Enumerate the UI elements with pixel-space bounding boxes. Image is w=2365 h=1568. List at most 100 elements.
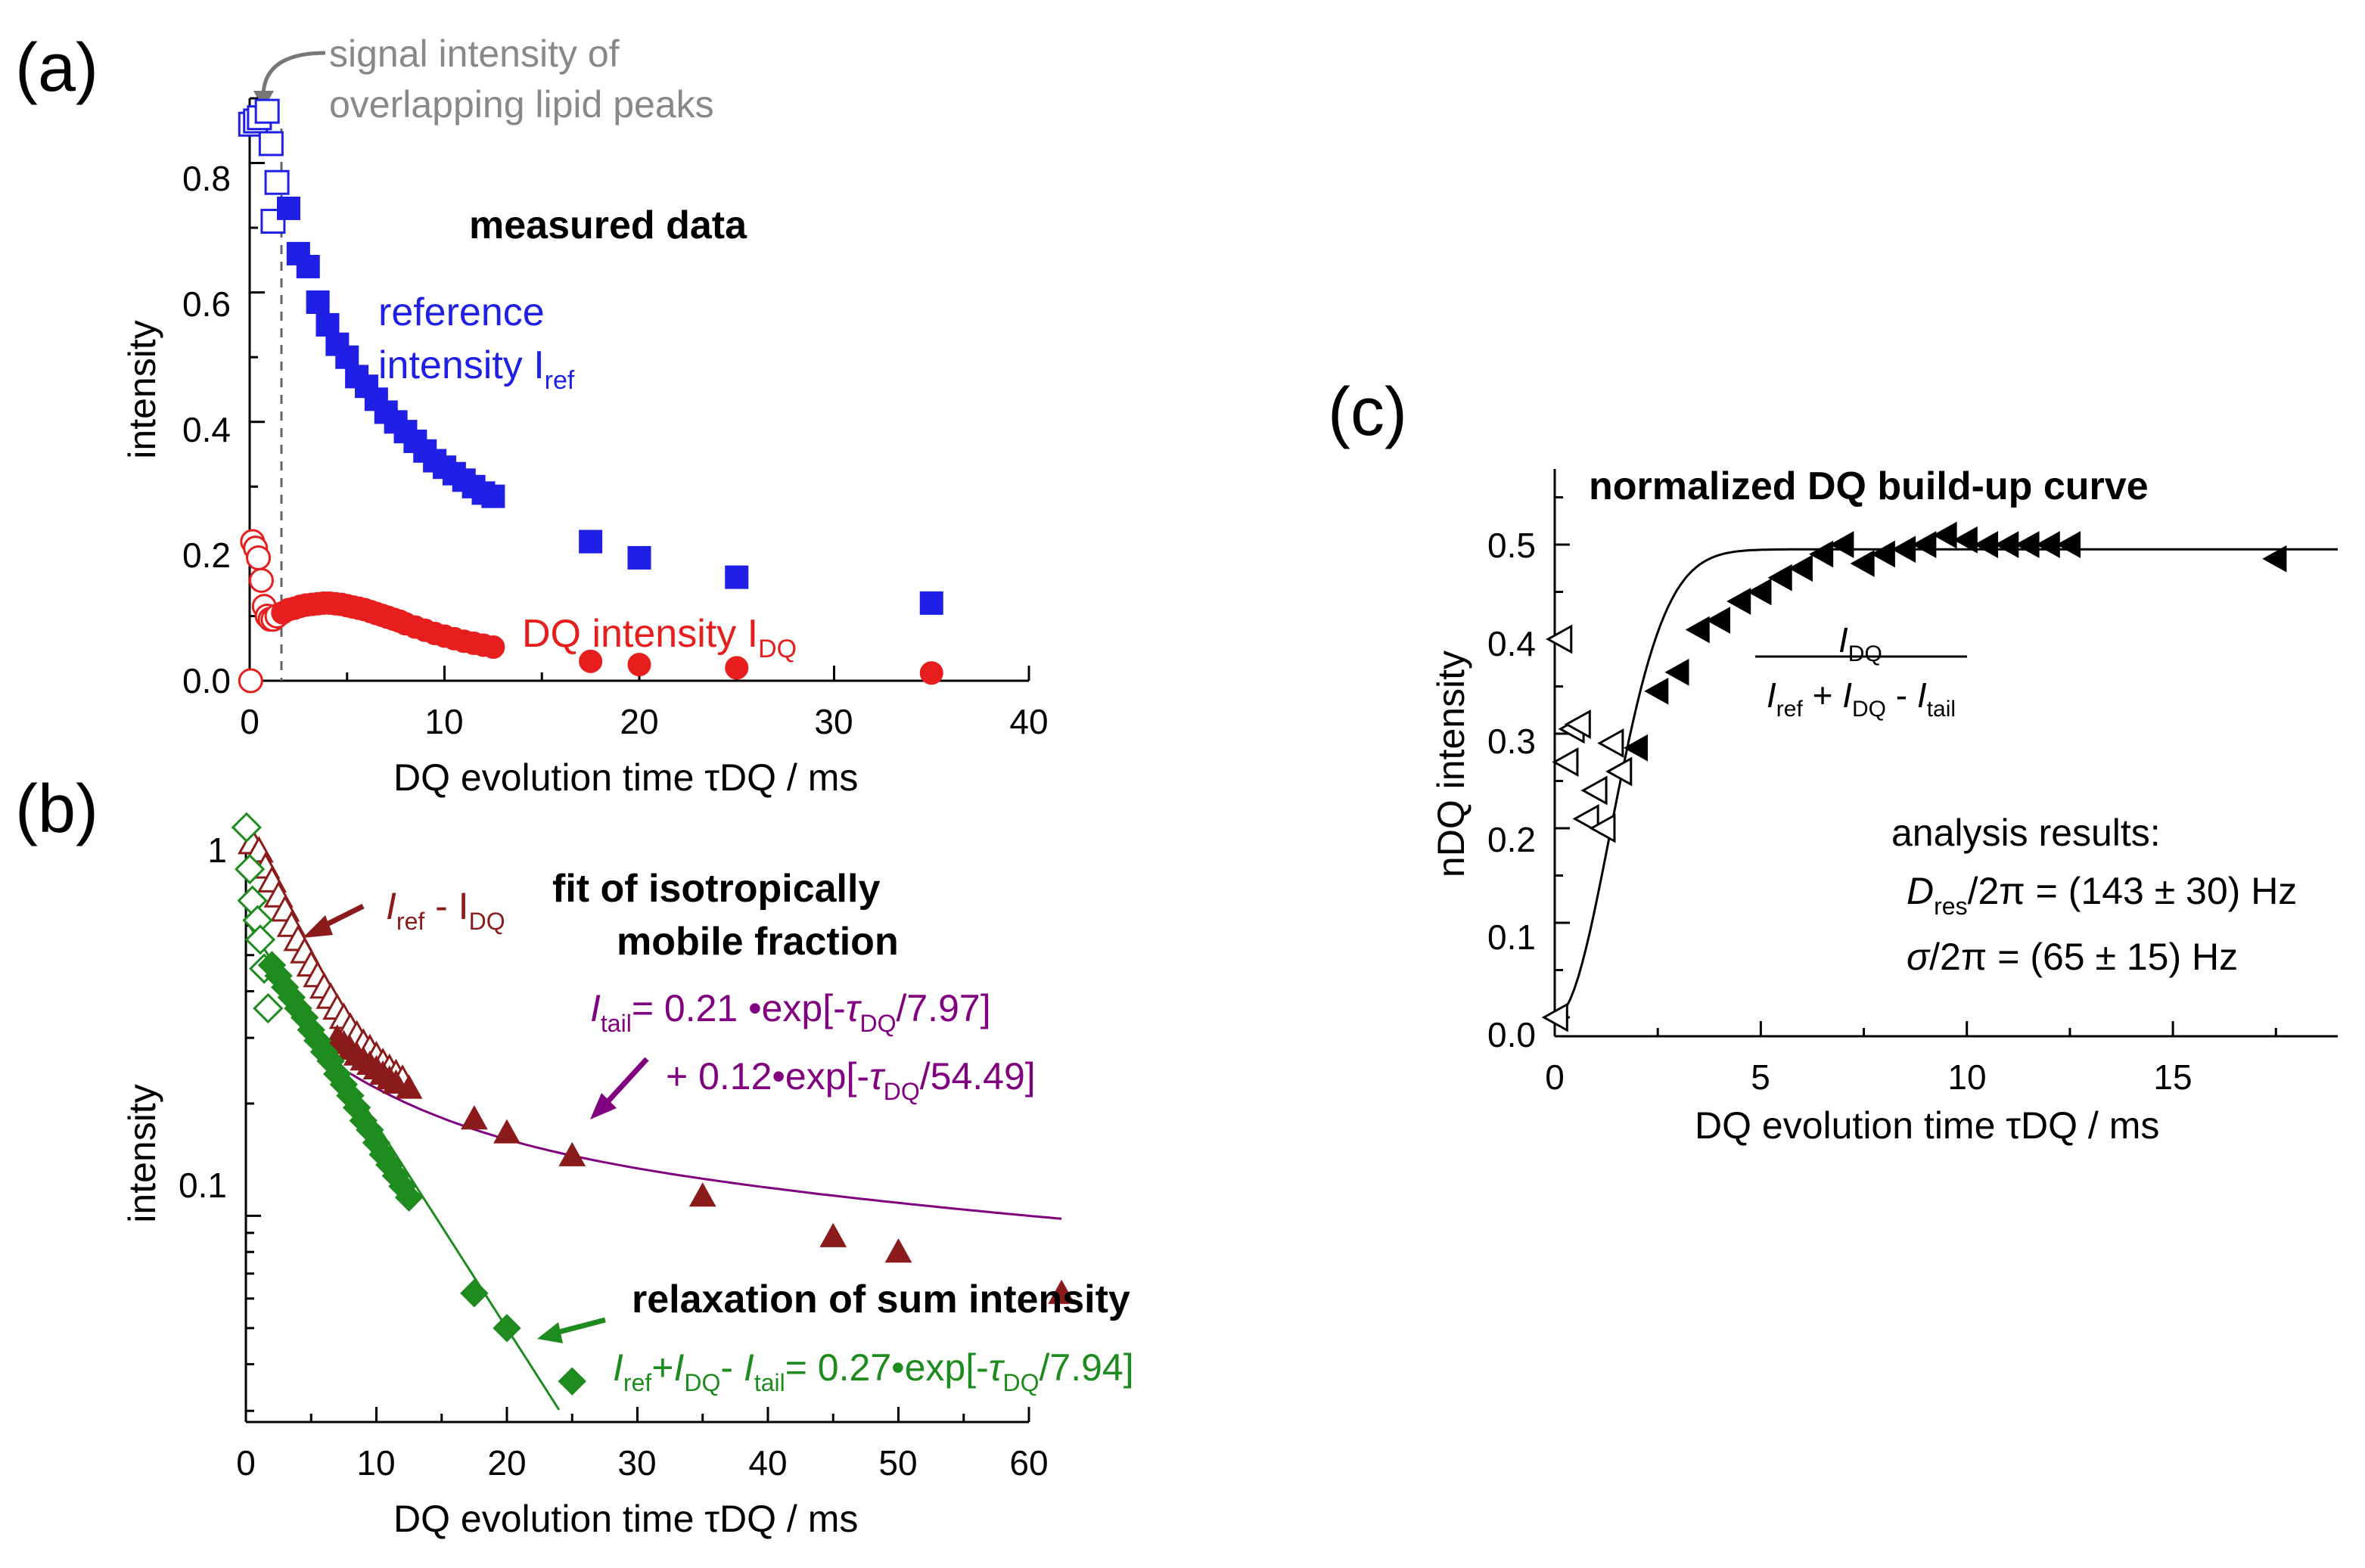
- panel-a-ytick-0.2: 0.2: [182, 536, 231, 575]
- panel-b-diff-label: Iref - IDQ: [386, 885, 505, 935]
- panel-c-xlabel: DQ evolution time τDQ / ms: [1695, 1104, 2159, 1147]
- panel-b-point-s1: [493, 1119, 521, 1144]
- panel-c-point-s0: [1589, 813, 1616, 843]
- panel-b-sum-eq: Iref+IDQ- Itail= 0.27•exp[-τDQ/7.94]: [613, 1346, 1134, 1396]
- panel-a-ref-line1: reference: [378, 290, 545, 334]
- panel-b-point-s3: [493, 1314, 521, 1343]
- panel-a-point-s3: [725, 656, 749, 680]
- panel-c-ylabel: nDQ intensity: [1430, 650, 1472, 877]
- panel-a-point-s1: [296, 254, 320, 278]
- panel-a-point-s3: [627, 653, 651, 677]
- panel-a-xtick-20: 20: [620, 702, 658, 741]
- panel-b-label: (b): [15, 772, 98, 847]
- panel-b-point-s1: [1048, 1279, 1075, 1304]
- panel-a-xtick-0: 0: [240, 702, 259, 741]
- panel-a-dq-label: DQ intensity IDQ: [522, 612, 797, 663]
- panel-a-point-s1: [277, 196, 300, 220]
- panel-a-note-line2: overlapping lipid peaks: [329, 83, 714, 126]
- panel-b-xtick-30: 30: [617, 1443, 656, 1483]
- panel-a-ytick-0: 0.0: [182, 661, 231, 700]
- panel-a-point-s1: [481, 484, 505, 508]
- panel-c-point-s0: [1580, 775, 1608, 806]
- panel-c-point-s0: [1546, 624, 1573, 654]
- panel-c-point-s1: [1994, 531, 2019, 558]
- panel-c-point-s1: [1850, 550, 1875, 577]
- panel-c-point-s1: [1747, 578, 1772, 606]
- panel-a-point-s2: [238, 668, 263, 694]
- panel-a-point-s1: [919, 591, 943, 615]
- panel-a-point-s3: [481, 635, 505, 660]
- panel-a-ytick-0.6: 0.6: [182, 284, 231, 324]
- panel-c-xtick-10: 10: [1947, 1057, 1986, 1097]
- panel-b-xlabel: DQ evolution time τDQ / ms: [393, 1498, 858, 1540]
- panel-c-point-s0: [1541, 1002, 1568, 1032]
- panel-c-point-s1: [1726, 588, 1751, 615]
- panel-c-point-s1: [1932, 521, 1957, 549]
- panel-b-point-s2: [244, 924, 276, 955]
- panel-b-sum-arrow-shaft: [555, 1317, 606, 1336]
- panel-c-xtick-5: 5: [1751, 1057, 1770, 1097]
- panel-b-point-s1: [819, 1222, 847, 1247]
- panel-b-axes: 0 10 20 30 40 50 60 1 0.1 DQ evolution t…: [121, 824, 1049, 1540]
- panel-b-tail-eq2: + 0.12•exp[-τDQ/54.49]: [666, 1055, 1036, 1105]
- panel-b: (b) 0 10 20 30 40 50 60 1 0.1 DQ evoluti…: [15, 772, 1134, 1540]
- panel-b-points: [231, 812, 1075, 1396]
- panel-a-xlabel: DQ evolution time τDQ / ms: [393, 756, 858, 799]
- panel-b-point-s2: [235, 853, 266, 885]
- panel-c-point-s1: [1809, 540, 1834, 568]
- panel-c-frac-num: IDQ: [1838, 620, 1882, 666]
- panel-b-tail-arrow-head: [590, 1093, 617, 1119]
- panel-a-point-s1: [725, 565, 749, 589]
- panel-a-point-s0: [254, 98, 280, 124]
- panel-c-sigma: σ/2π = (65 ± 15) Hz: [1907, 936, 2238, 978]
- panel-c-point-s1: [2262, 545, 2287, 573]
- panel-c-ytick-0.3: 0.3: [1487, 722, 1536, 761]
- panel-b-point-s1: [395, 1074, 423, 1099]
- panel-c-point-s1: [1953, 526, 1978, 554]
- panel-a-xtick-40: 40: [1009, 702, 1048, 741]
- panel-c-point-s1: [1644, 677, 1669, 705]
- panel-c-point-s1: [1664, 658, 1689, 686]
- panel-c-xtick-15: 15: [2153, 1057, 2192, 1097]
- panel-a-point-s1: [306, 290, 330, 314]
- panel-c-point-s1: [1788, 554, 1813, 582]
- panel-c: (c) 0 5 10 15 0.0 0.1 0.2 0.3 0.4 0.5 DQ…: [1328, 374, 2338, 1147]
- panel-b-sum-arrow-head: [537, 1322, 563, 1343]
- panel-c-dres: Dres/2π = (143 ± 30) Hz: [1907, 870, 2297, 920]
- panel-c-point-s1: [2056, 531, 2081, 558]
- panel-c-title: normalized DQ build-up curve: [1589, 464, 2149, 508]
- panel-a-xtick-30: 30: [814, 702, 853, 741]
- panel-a-ytick-0.4: 0.4: [182, 410, 231, 449]
- panel-a-point-s0: [264, 169, 290, 195]
- panel-b-xtick-10: 10: [356, 1443, 395, 1483]
- panel-c-point-s1: [1912, 531, 1937, 558]
- panel-c-point-s0: [1605, 756, 1633, 787]
- panel-c-frac-den: Iref + IDQ - Itail: [1767, 675, 1956, 722]
- panel-b-point-s1: [884, 1238, 912, 1263]
- panel-c-point-s1: [1829, 531, 1854, 558]
- panel-b-point-s3: [460, 1279, 489, 1308]
- panel-a-point-s1: [627, 545, 651, 570]
- panel-c-point-s0: [1552, 747, 1579, 778]
- panel-a-note-line1: signal intensity of: [329, 33, 620, 75]
- panel-c-fit: [1554, 548, 2338, 1019]
- panel-b-point-s1: [688, 1182, 716, 1207]
- panel-b-relax-title: relaxation of sum intensity: [632, 1278, 1130, 1321]
- panel-a-point-s3: [579, 649, 603, 673]
- panel-a-point-s1: [335, 345, 359, 369]
- panel-b-xtick-50: 50: [878, 1443, 917, 1483]
- panel-b-point-s2: [231, 812, 262, 843]
- panel-c-point-s1: [2035, 531, 2060, 558]
- panel-b-ylabel: intensity: [121, 1084, 163, 1222]
- panel-c-point-s1: [1767, 564, 1792, 591]
- panel-c-point-s1: [1623, 734, 1649, 762]
- panel-c-fit-line: [1554, 548, 2338, 1019]
- panel-b-tail-eq1: Itail= 0.21 •exp[-τDQ/7.97]: [590, 987, 991, 1037]
- panel-b-fit-title1: fit of isotropically: [552, 867, 880, 911]
- panel-c-point-s0: [1597, 728, 1624, 759]
- panel-a-point-s0: [258, 131, 284, 157]
- panel-a-arrow-shaft: [261, 51, 326, 95]
- panel-b-tail-arrow-shaft: [603, 1057, 649, 1107]
- panel-c-xtick-0: 0: [1545, 1057, 1565, 1097]
